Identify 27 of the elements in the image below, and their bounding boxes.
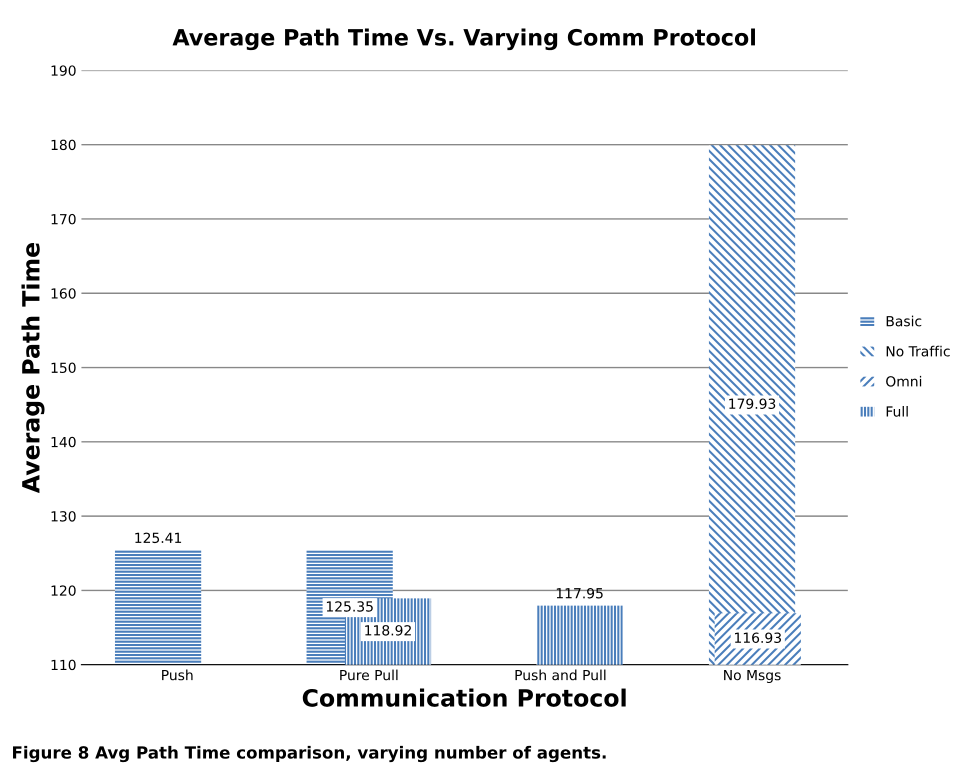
y-axis-title: Average Path Time <box>21 243 45 494</box>
x-tick-label: Pure Pull <box>340 670 398 680</box>
legend-label: Omni <box>886 376 922 387</box>
y-tick-label: 180 <box>52 140 76 150</box>
data-label: 125.35 <box>326 601 373 612</box>
y-tick-label: 170 <box>52 214 76 224</box>
legend-label: No Traffic <box>886 346 950 357</box>
y-tick-label: 190 <box>52 65 76 76</box>
data-label: 118.92 <box>365 625 411 636</box>
y-tick-label: 130 <box>52 511 76 522</box>
legend-label: Basic <box>886 316 922 326</box>
data-label: 125.41 <box>135 532 182 544</box>
x-tick-label: Push <box>162 670 193 680</box>
caption: Figure 8 Avg Path Time comparison, varying number of agents. <box>13 746 606 762</box>
x-tick-label: No Msgs <box>724 670 781 684</box>
chart-title: Average Path Time Vs. Varying Comm Protocol <box>172 28 755 50</box>
y-tick-label: 160 <box>52 288 76 299</box>
legend-label: Full <box>886 406 908 417</box>
y-tick-label: 110 <box>52 660 76 670</box>
data-label: 117.95 <box>556 588 603 598</box>
x-tick-label: Push and Pull <box>516 670 606 680</box>
y-tick-label: 120 <box>52 585 76 596</box>
y-tick-label: 140 <box>52 436 76 448</box>
x-axis-title: Communication Protocol <box>302 688 626 707</box>
data-label: 179.93 <box>729 398 776 409</box>
y-tick-label: 150 <box>52 362 76 374</box>
data-label: 116.93 <box>735 632 781 643</box>
